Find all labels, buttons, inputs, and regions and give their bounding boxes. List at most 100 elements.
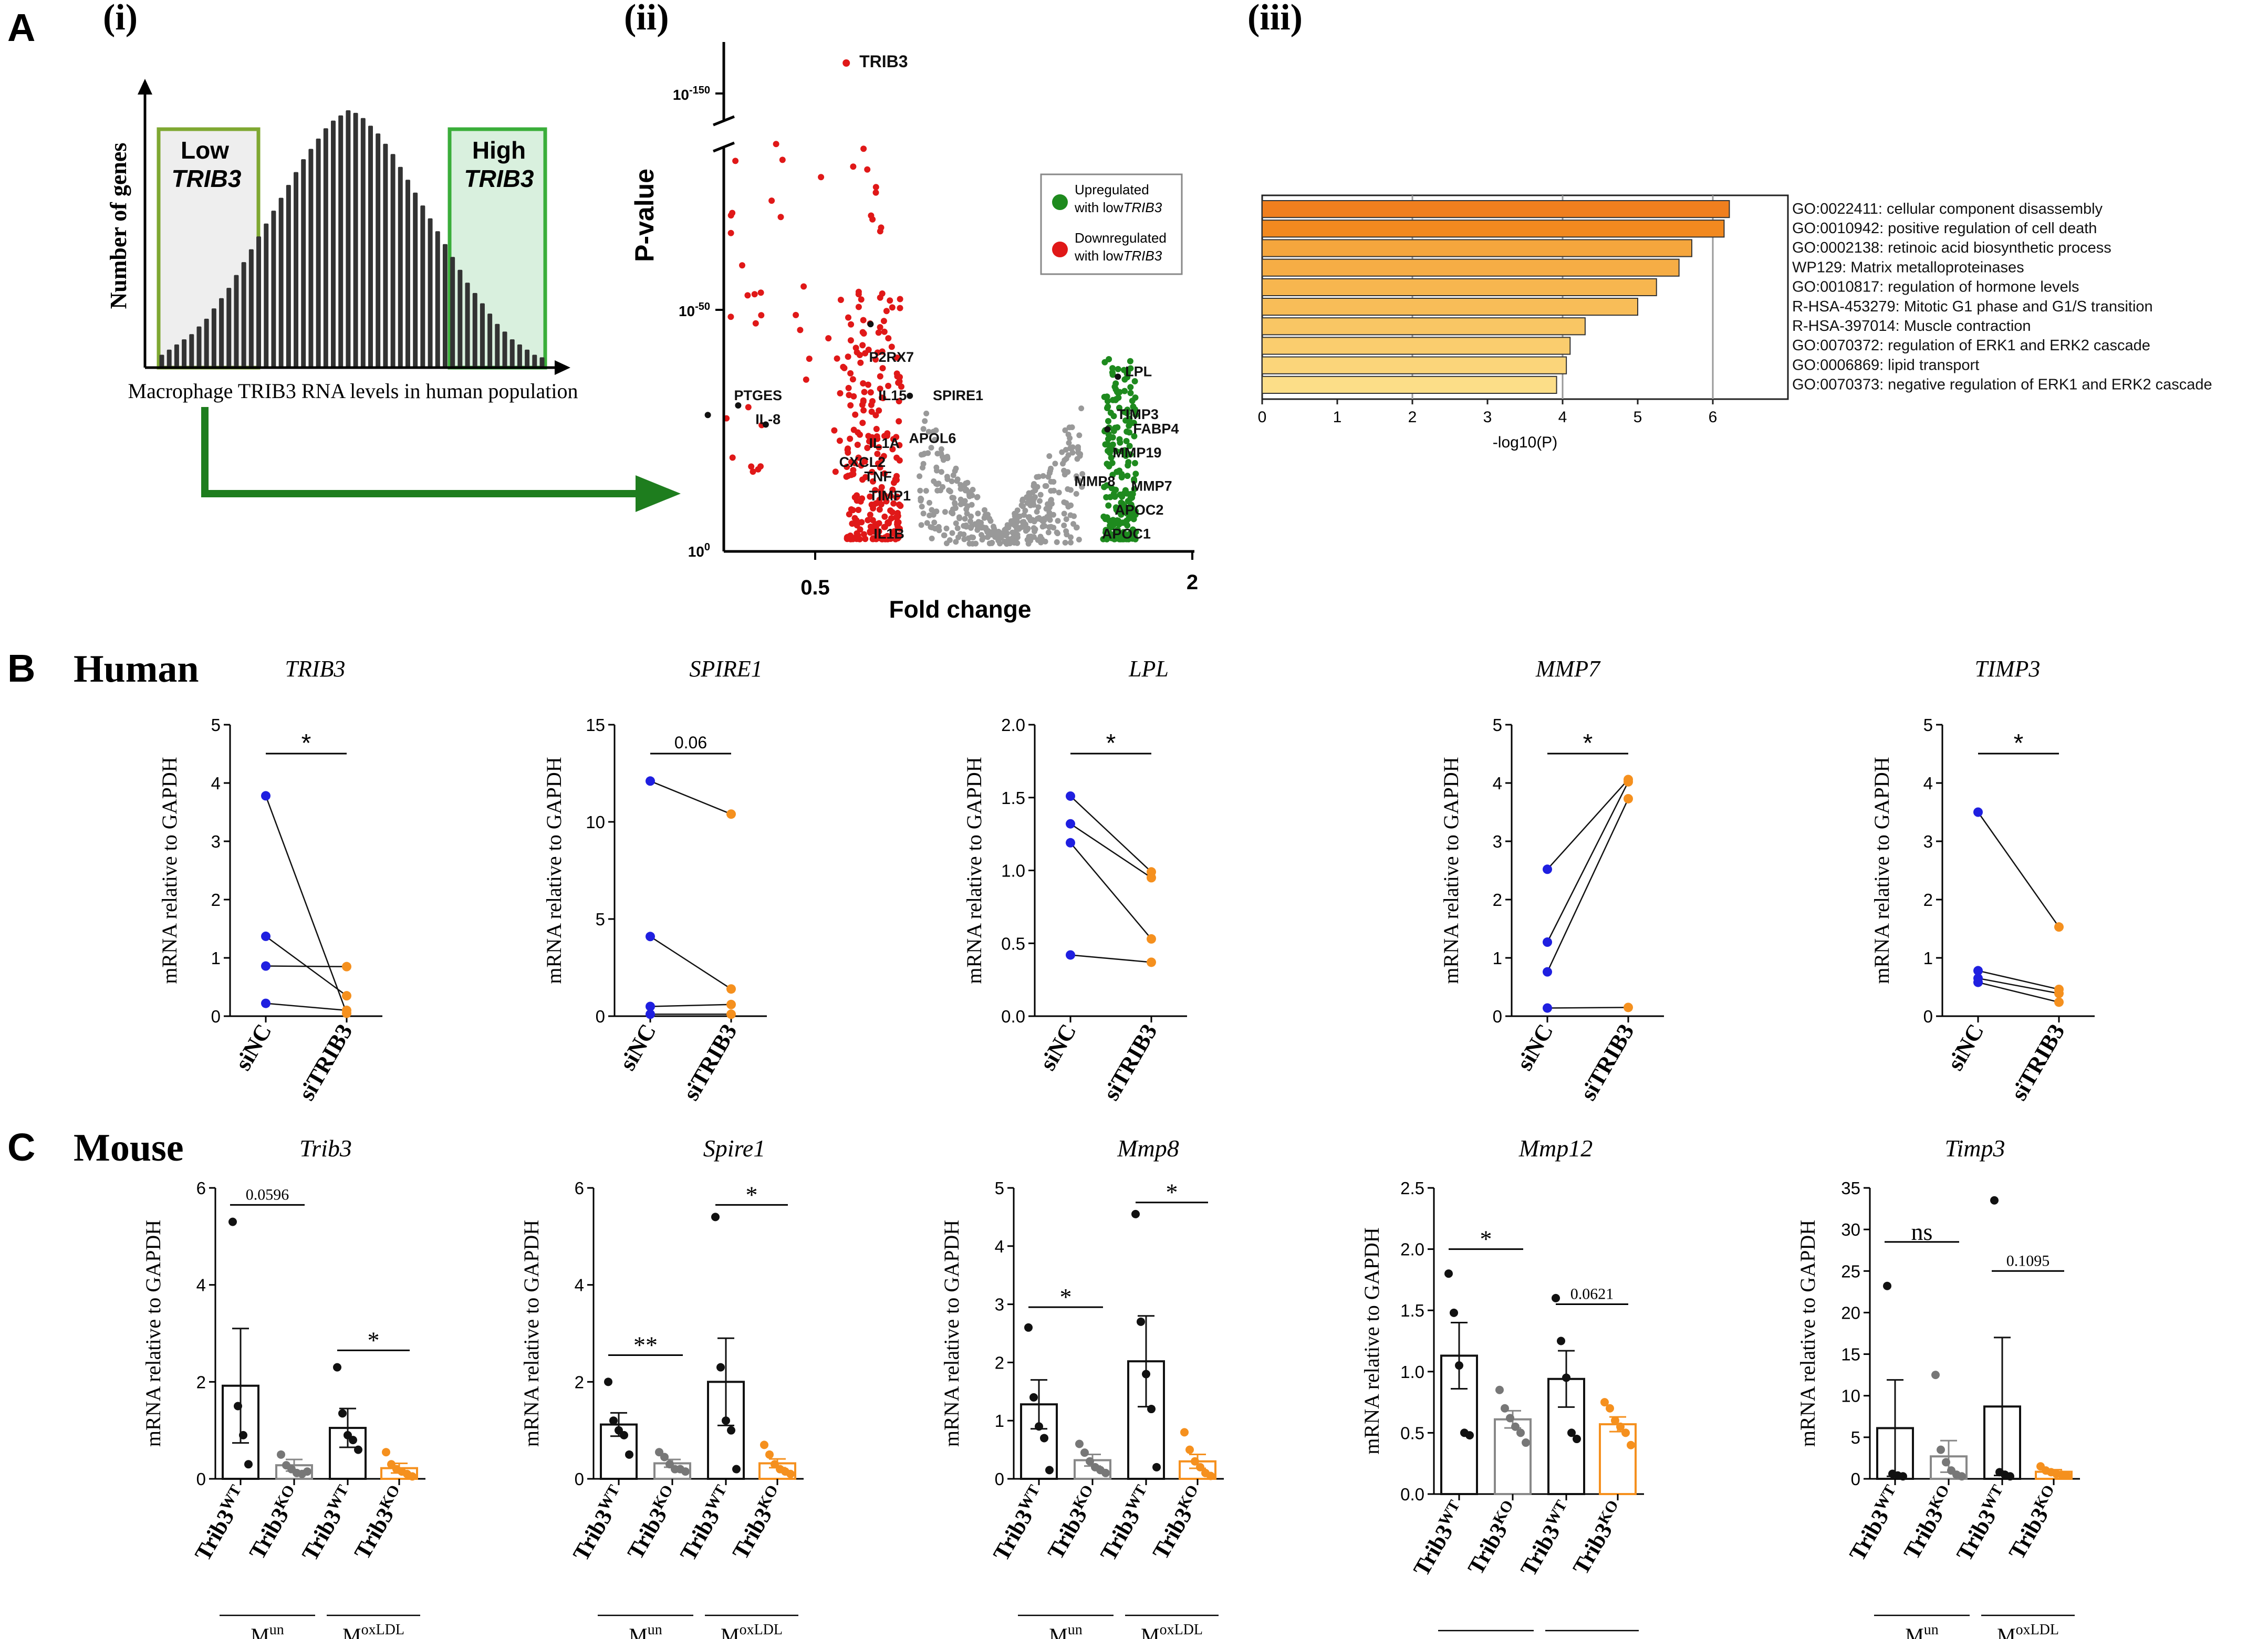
volcano-point: [1126, 443, 1133, 450]
group-label: MoxLDL: [1141, 1622, 1203, 1639]
volcano-axis-break-2: [713, 141, 735, 153]
volcano-point: [818, 174, 825, 181]
volcano-point: [1065, 432, 1071, 437]
y-tick-label: 1: [1923, 948, 1933, 968]
volcano-point: [938, 469, 944, 475]
volcano-point: [940, 484, 946, 490]
volcano-point: [1068, 534, 1074, 540]
sinc-point: [1543, 967, 1552, 977]
volcano-point: [877, 373, 883, 380]
volcano-point: [1115, 517, 1121, 524]
volcano-point: [860, 145, 867, 152]
histogram-bar: [517, 344, 522, 368]
y-tick-label: 30: [1841, 1220, 1860, 1239]
volcano-point: [941, 532, 947, 538]
volcano-point: [894, 373, 901, 380]
replicate-point: [620, 1431, 628, 1439]
sinc-point: [646, 1001, 655, 1011]
volcano-point: [855, 454, 862, 461]
group-label: Mun: [251, 1622, 284, 1639]
histogram-bar: [376, 133, 381, 368]
replicate-point: [1516, 1428, 1525, 1437]
volcano-gene-label: MMP19: [1112, 445, 1161, 461]
volcano-point: [867, 389, 874, 396]
volcano-point: [1115, 373, 1121, 380]
sitrib3-point: [342, 962, 351, 972]
sinc-point: [261, 998, 271, 1008]
sitrib3-point: [2054, 922, 2064, 932]
legend-up-line1: Upregulated: [1075, 182, 1149, 197]
volcano-point: [896, 378, 903, 385]
histogram-bar: [495, 323, 500, 368]
pair-line: [1070, 796, 1152, 873]
x-category-label: siTRIB3: [1575, 1020, 1639, 1105]
volcano-point: [881, 513, 888, 520]
replicate-point: [1101, 1468, 1110, 1477]
enrichment-bar: [1262, 317, 1586, 336]
volcano-point: [1112, 504, 1119, 511]
low-label: Low: [181, 137, 229, 164]
volcano-point: [897, 305, 903, 311]
histogram-bar: [248, 249, 254, 368]
volcano-point: [1120, 529, 1127, 536]
ytick-top-exp: -150: [689, 85, 710, 96]
y-tick-label: 4: [1923, 774, 1933, 793]
volcano-point: [704, 412, 711, 419]
group-label: MoxLDL: [342, 1622, 404, 1639]
volcano-point: [876, 520, 882, 527]
pair-line: [1070, 842, 1152, 939]
y-tick-label: 3: [211, 832, 221, 851]
histogram-bar: [509, 339, 515, 368]
volcano-point: [896, 442, 903, 448]
volcano-point: [855, 288, 862, 295]
replicate-point: [1562, 1373, 1570, 1382]
y-tick-label: 1.5: [1400, 1301, 1424, 1320]
sinc-point: [1543, 1003, 1552, 1013]
volcano-point: [953, 520, 959, 526]
volcano-point: [931, 519, 938, 526]
volcano-point: [873, 425, 880, 432]
volcano-point: [917, 473, 923, 479]
histogram-bar: [442, 244, 448, 368]
y-tick-label: 0: [995, 1469, 1004, 1489]
volcano-gene-label: MMP7: [1131, 478, 1172, 494]
volcano-point: [1031, 481, 1037, 487]
volcano-point: [879, 493, 886, 500]
enrichment-term-label: WP129: Matrix metalloproteinases: [1792, 259, 2024, 276]
volcano-point: [729, 454, 736, 461]
replicate-point: [1455, 1361, 1463, 1370]
volcano-point: [757, 463, 764, 470]
volcano-point: [964, 503, 971, 509]
volcano-point: [881, 470, 888, 477]
volcano-point: [1126, 429, 1132, 436]
volcano-point: [1131, 476, 1137, 483]
pair-line: [1547, 1007, 1629, 1009]
x-category-label: Trib3WT: [189, 1482, 252, 1565]
enrichment-term-label: GO:0010942: positive regulation of cell …: [1792, 220, 2097, 237]
volcano-legend: Upregulated with lowTRIB3 Downregulated …: [1040, 173, 1183, 275]
volcano-point: [887, 297, 893, 304]
replicate-point: [244, 1460, 253, 1469]
volcano-point: [989, 540, 995, 546]
histogram-bar: [211, 308, 216, 368]
significance-label: *: [1166, 1179, 1178, 1206]
volcano-point: [859, 495, 866, 502]
x-category-label: siNC: [1942, 1020, 1989, 1075]
histogram-bar: [398, 166, 403, 368]
replicate-point: [716, 1363, 725, 1372]
volcano-gene-label: TRIB3: [859, 52, 908, 71]
volcano-point: [739, 262, 745, 269]
volcano-point: [1119, 447, 1126, 454]
group-label: MoxLDL: [1561, 1637, 1623, 1639]
volcano-point: [845, 384, 852, 391]
volcano-point: [876, 444, 882, 451]
volcano-point: [1118, 503, 1125, 510]
y-tick-label: 5: [211, 715, 221, 735]
x-category-base: Trib3: [622, 1504, 672, 1564]
replicate-point: [660, 1453, 669, 1461]
volcano-gene-label: IL-8: [755, 411, 781, 427]
enrichment-bar-chart: GO:0022411: cellular component disassemb…: [1258, 194, 2212, 451]
volcano-point: [846, 511, 852, 518]
enrichment-term-label: GO:0002138: retinoic acid biosynthetic p…: [1792, 239, 2111, 256]
histogram-xlabel: Macrophage TRIB3 RNA levels in human pop…: [128, 379, 578, 403]
